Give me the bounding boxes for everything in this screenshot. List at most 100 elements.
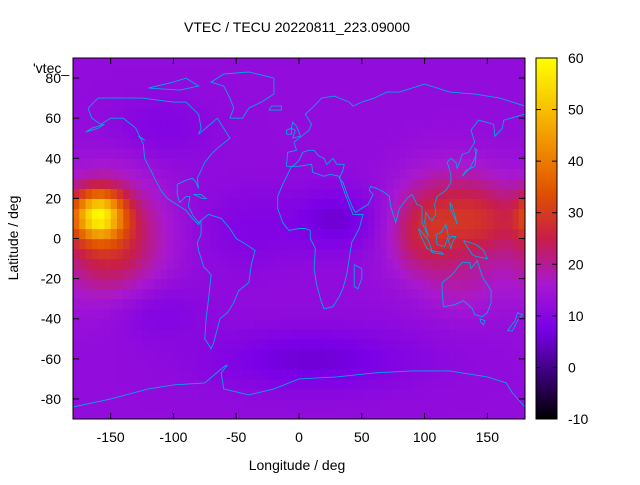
heatmap-cell xyxy=(204,198,212,210)
heatmap-cell xyxy=(493,268,501,280)
heatmap-cell xyxy=(192,338,200,350)
heatmap-cell xyxy=(305,98,313,109)
heatmap-cell xyxy=(462,278,470,290)
heatmap-cell xyxy=(198,58,206,69)
heatmap-cell xyxy=(449,88,457,99)
heatmap-cell xyxy=(79,338,87,350)
heatmap-cell xyxy=(79,318,87,330)
heatmap-cell xyxy=(123,338,131,350)
heatmap-cell xyxy=(116,178,124,189)
heatmap-cell xyxy=(255,178,262,189)
heatmap-cell xyxy=(311,58,319,69)
heatmap-cell xyxy=(405,398,413,410)
heatmap-cell xyxy=(123,248,131,260)
heatmap-cell xyxy=(204,248,212,260)
heatmap-cell xyxy=(148,138,156,149)
heatmap-cell xyxy=(399,118,407,129)
heatmap-cell xyxy=(330,208,338,220)
heatmap-cell xyxy=(418,198,426,210)
heatmap-cell xyxy=(242,168,250,179)
heatmap-cell xyxy=(317,228,325,240)
heatmap-cell xyxy=(104,148,112,159)
heatmap-cell xyxy=(129,108,137,119)
heatmap-cell xyxy=(437,128,444,139)
heatmap-cell xyxy=(499,88,507,99)
heatmap-cell xyxy=(186,58,193,69)
heatmap-cell xyxy=(148,318,156,330)
heatmap-cell xyxy=(73,98,80,109)
heatmap-cell xyxy=(386,138,394,149)
heatmap-cell xyxy=(167,198,175,210)
heatmap-cell xyxy=(223,268,231,280)
heatmap-cell xyxy=(267,98,275,109)
heatmap-cell xyxy=(493,108,501,119)
heatmap-cell xyxy=(116,308,124,320)
heatmap-cell xyxy=(135,138,143,149)
heatmap-cell xyxy=(236,208,244,220)
heatmap-cell xyxy=(280,228,288,240)
heatmap-cell xyxy=(443,208,451,220)
heatmap-cell xyxy=(380,278,388,290)
heatmap-cell xyxy=(173,308,181,320)
heatmap-cell xyxy=(110,178,118,189)
heatmap-cell xyxy=(91,258,99,270)
heatmap-cell xyxy=(248,358,256,370)
heatmap-cell xyxy=(229,198,237,210)
heatmap-cell xyxy=(399,68,407,79)
heatmap-cell xyxy=(317,128,325,139)
heatmap-cell xyxy=(160,58,168,69)
heatmap-cell xyxy=(211,298,218,310)
heatmap-cell xyxy=(487,348,495,360)
heatmap-cell xyxy=(393,408,401,419)
heatmap-cell xyxy=(324,348,331,360)
heatmap-cell xyxy=(248,178,256,189)
heatmap-cell xyxy=(305,268,313,280)
heatmap-cell xyxy=(167,318,175,330)
heatmap-cell xyxy=(154,408,162,419)
heatmap-cell xyxy=(305,178,313,189)
heatmap-cell xyxy=(192,178,200,189)
heatmap-cell xyxy=(255,198,262,210)
heatmap-cell xyxy=(255,278,262,290)
heatmap-cell xyxy=(330,408,338,419)
heatmap-cell xyxy=(393,288,401,300)
heatmap-cell xyxy=(399,128,407,139)
heatmap-cell xyxy=(179,338,187,350)
heatmap-cell xyxy=(455,188,463,199)
heatmap-cell xyxy=(173,68,181,79)
heatmap-cell xyxy=(292,388,300,400)
heatmap-cell xyxy=(217,368,225,380)
heatmap-cell xyxy=(393,218,401,230)
heatmap-cell xyxy=(506,108,514,119)
heatmap-cell xyxy=(211,128,218,139)
heatmap-cell xyxy=(336,308,344,320)
heatmap-cell xyxy=(506,388,514,400)
heatmap-cell xyxy=(311,188,319,199)
heatmap-cell xyxy=(342,188,350,199)
heatmap-cell xyxy=(430,308,438,320)
heatmap-cell xyxy=(462,388,470,400)
heatmap-cell xyxy=(116,408,124,419)
heatmap-cell xyxy=(255,68,262,79)
heatmap-cell xyxy=(443,188,451,199)
heatmap-cell xyxy=(368,228,375,240)
heatmap-cell xyxy=(380,128,388,139)
heatmap-cell xyxy=(123,238,131,250)
heatmap-cell xyxy=(223,248,231,260)
heatmap-cell xyxy=(198,218,206,230)
heatmap-cell xyxy=(518,398,525,410)
heatmap-cell xyxy=(79,398,87,410)
heatmap-cell xyxy=(399,368,407,380)
heatmap-cell xyxy=(248,118,256,129)
heatmap-cell xyxy=(512,138,520,149)
heatmap-cell xyxy=(154,118,162,129)
heatmap-cell xyxy=(280,268,288,280)
heatmap-cell xyxy=(248,168,256,179)
heatmap-cell xyxy=(368,278,375,290)
heatmap-cell xyxy=(154,128,162,139)
heatmap-cell xyxy=(355,408,363,419)
heatmap-cell xyxy=(399,178,407,189)
heatmap-cell xyxy=(368,148,375,159)
heatmap-cell xyxy=(192,108,200,119)
heatmap-cell xyxy=(380,288,388,300)
